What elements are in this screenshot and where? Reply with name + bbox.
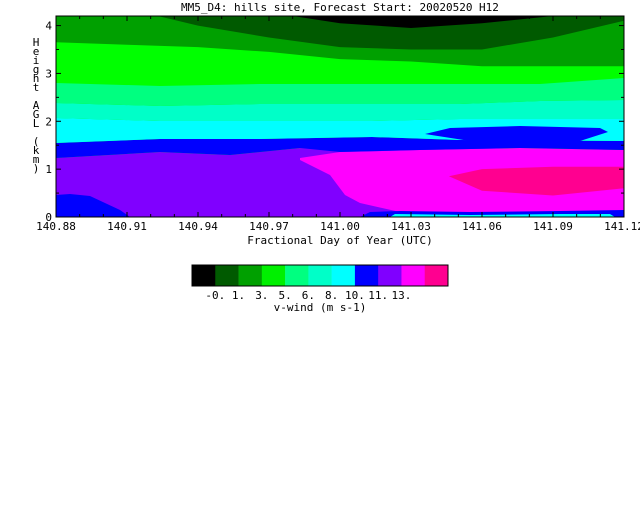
y-axis-label-char: (: [33, 135, 40, 148]
band-spring: [56, 78, 624, 106]
colorbar-swatch: [192, 265, 216, 286]
band-aqua: [56, 100, 624, 121]
colorbar-frame: [191, 264, 449, 287]
band-blue: [56, 137, 624, 158]
y-tick-label: 2: [45, 115, 52, 128]
y-tick-label: 0: [45, 211, 52, 224]
contour-plot: [56, 16, 624, 217]
x-tick-label: 140.97: [249, 220, 289, 233]
colorbar-swatch: [261, 265, 286, 286]
chart-title: MM5_D4: hills site, Forecast Start: 2002…: [181, 1, 499, 14]
contour-band-0: [448, 166, 624, 196]
band-blue-tongue: [425, 126, 608, 141]
contour-band-3: [292, 16, 553, 28]
colorbar-tick-label: -0.: [205, 289, 225, 302]
x-tick-label: 141.00: [320, 220, 360, 233]
y-axis: 0 1 2 3 4: [45, 20, 624, 224]
x-tick-label: 141.09: [533, 220, 573, 233]
y-axis-label-char: G: [33, 108, 40, 121]
colorbar-tick-label: 3.: [255, 289, 268, 302]
x-tick-label: 140.94: [178, 220, 218, 233]
colorbar: -0. 1. 3. 5. 6. 8. 10. 11. 13.: [191, 264, 449, 302]
y-axis-label-char: H: [33, 36, 40, 49]
y-axis-label-char: g: [33, 63, 40, 76]
colorbar-tick-label: 11.: [368, 289, 388, 302]
x-tick-label: 140.88: [36, 220, 76, 233]
y-tick-label: 3: [45, 67, 52, 80]
y-axis-label-char: L: [33, 117, 40, 130]
colorbar-swatch: [354, 265, 379, 286]
y-tick-label: 4: [45, 20, 52, 33]
y-axis-label-char: ): [33, 162, 40, 175]
colorbar-tick-label: 10.: [345, 289, 365, 302]
band-cyan-bottom: [390, 214, 615, 217]
colorbar-swatch: [378, 265, 402, 286]
colorbar-tick-label: 13.: [392, 289, 412, 302]
y-axis-label-char: A: [33, 99, 40, 112]
colorbar-tick-label: 1.: [232, 289, 245, 302]
colorbar-tick-label: 5.: [278, 289, 291, 302]
colorbar-tick-label: 6.: [302, 289, 315, 302]
colorbar-swatch: [424, 265, 449, 286]
y-axis-label-char: e: [33, 45, 40, 58]
x-tick-label: 141.12: [604, 220, 640, 233]
colorbar-label: v-wind (m s-1): [274, 301, 367, 314]
y-axis-label-char: i: [33, 54, 40, 67]
y-axis-label-char: h: [33, 72, 40, 85]
colorbar-swatch: [285, 265, 309, 286]
colorbar-swatch: [401, 265, 426, 286]
y-tick-label: 1: [45, 163, 52, 176]
colorbar-swatch: [308, 265, 332, 286]
contour-band-2: [157, 16, 624, 50]
x-axis-label: Fractional Day of Year (UTC): [247, 234, 432, 247]
x-axis: 140.88 140.91 140.94 140.97 141.00 141.03 141.…: [36, 16, 640, 233]
band-blue-bottom-left: [56, 194, 130, 217]
colorbar-swatch: [238, 265, 263, 286]
x-tick-label: 141.03: [391, 220, 431, 233]
x-tick-label: 141.06: [462, 220, 502, 233]
y-axis-label-char: k: [33, 144, 40, 157]
colorbar-swatch: [215, 265, 239, 286]
colorbar-swatch: [331, 265, 356, 286]
x-tick-label: 140.91: [107, 220, 147, 233]
colorbar-tick-label: 8.: [325, 289, 338, 302]
y-axis-label-char: m: [33, 153, 40, 166]
y-axis-label-char: t: [33, 81, 40, 94]
